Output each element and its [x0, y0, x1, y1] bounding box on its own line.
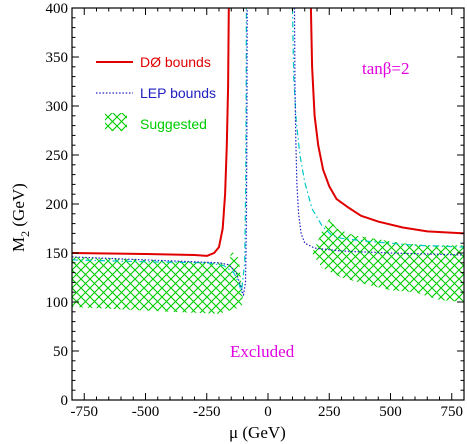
series-solid-line-1	[309, 8, 464, 235]
y-tick-label: 400	[46, 1, 69, 17]
x-tick-label: 250	[318, 404, 341, 420]
series-dashdot-line-0	[72, 8, 247, 293]
x-tick-label: -750	[71, 404, 99, 420]
suggested-region-0	[72, 251, 243, 314]
x-tick-label: 750	[441, 404, 464, 420]
legend-label-lep: LEP bounds	[140, 85, 216, 101]
tanbeta-annotation: tanβ=2	[362, 59, 410, 78]
x-axis-label: μ (GeV)	[229, 423, 286, 442]
x-tick-label: 500	[379, 404, 402, 420]
x-tick-label: -500	[132, 404, 160, 420]
series-solid-line-0	[72, 8, 230, 257]
y-tick-label: 350	[46, 50, 69, 66]
y-tick-label: 300	[46, 99, 69, 115]
y-tick-label: 150	[46, 246, 69, 262]
suggested-region-1	[312, 218, 464, 302]
legend-swatch-suggested	[105, 113, 127, 131]
y-tick-label: 100	[46, 295, 69, 311]
y-tick-label: 50	[53, 344, 68, 360]
series-dotted-line-1	[293, 8, 464, 256]
x-tick-label: -250	[193, 404, 221, 420]
legend-label-suggested: Suggested	[140, 116, 207, 132]
series-dotted-line-0	[72, 8, 248, 296]
x-tick-label: 0	[264, 404, 272, 420]
y-axis-label: M2 (GeV)	[9, 183, 32, 252]
excluded-annotation: Excluded	[230, 342, 295, 361]
y-tick-label: 250	[46, 148, 69, 164]
legend-label-d0: DØ bounds	[140, 54, 211, 70]
series-dashdot-line-1	[291, 8, 464, 248]
y-tick-label: 0	[61, 393, 69, 409]
legend: DØ bounds LEP bounds Suggested	[96, 54, 216, 132]
y-tick-label: 200	[46, 197, 69, 213]
